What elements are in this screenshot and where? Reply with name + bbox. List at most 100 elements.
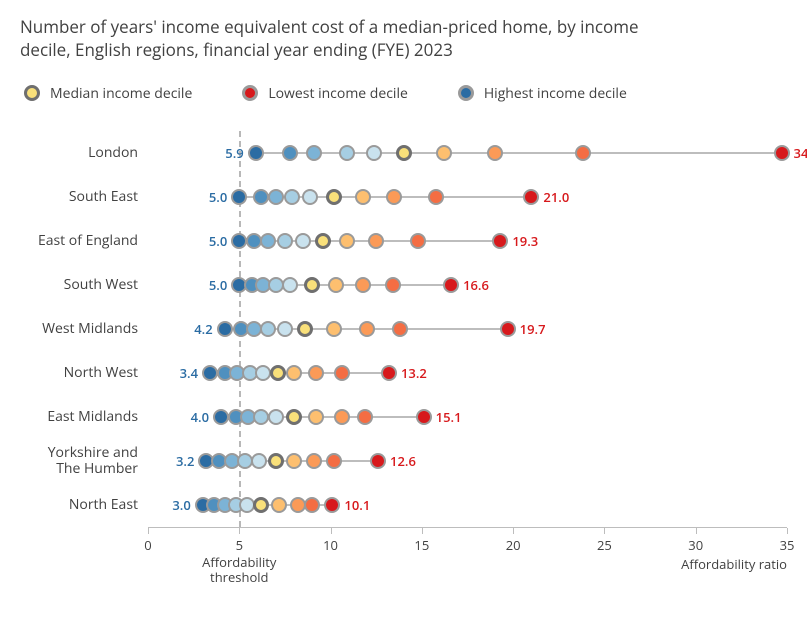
- decile-dot: [277, 233, 293, 249]
- decile-dot: [368, 233, 384, 249]
- region-row: North West 3.4 13.2: [20, 351, 787, 395]
- decile-dot: [359, 321, 375, 337]
- median-dot: [286, 409, 302, 425]
- median-dot: [268, 409, 284, 425]
- decile-dot: [355, 189, 371, 205]
- decile-dot: [268, 189, 284, 205]
- highest-dot: [248, 145, 264, 161]
- region-label: West Midlands: [20, 321, 148, 337]
- highest-value-label: 3.4: [180, 364, 198, 382]
- region-row: North East 3.0 10.1: [20, 483, 787, 527]
- decile-dot: [284, 189, 300, 205]
- region-label: Yorkshire and The Humber: [20, 445, 148, 477]
- region-label: London: [20, 145, 148, 161]
- lowest-value-label: 15.1: [436, 408, 462, 426]
- lowest-dot: [381, 365, 397, 381]
- region-row: South East5.021.0: [20, 175, 787, 219]
- lowest-dot: [416, 409, 432, 425]
- region-label: North East: [20, 497, 148, 513]
- highest-value-label: 4.0: [191, 408, 209, 426]
- lowest-value-label: 21.0: [543, 188, 569, 206]
- legend-median-label: Median income decile: [50, 84, 192, 103]
- connector-line: [256, 152, 782, 154]
- lowest-value-label: 13.2: [401, 364, 427, 382]
- legend-lowest-label: Lowest income decile: [268, 84, 408, 103]
- highest-value-label: 5.0: [209, 188, 227, 206]
- x-axis-label: Affordability ratio: [681, 557, 787, 573]
- median-dot: [366, 145, 382, 161]
- median-swatch-icon: [24, 85, 40, 101]
- legend-highest: Highest income decile: [458, 84, 627, 103]
- decile-dot: [246, 233, 262, 249]
- lowest-value-label: 16.6: [463, 276, 489, 294]
- highest-dot: [202, 365, 218, 381]
- lowest-value-label: 19.7: [520, 320, 546, 338]
- decile-dot: [328, 277, 344, 293]
- decile-dot: [355, 277, 371, 293]
- median-dot: [297, 321, 313, 337]
- median-dot: [315, 233, 331, 249]
- highest-value-label: 4.2: [194, 320, 212, 338]
- decile-dot: [392, 321, 408, 337]
- decile-dot: [357, 409, 373, 425]
- region-label: North West: [20, 365, 148, 381]
- decile-dot: [334, 409, 350, 425]
- decile-dot: [575, 145, 591, 161]
- highest-value-label: 3.2: [176, 452, 194, 470]
- median-dot: [268, 453, 284, 469]
- decile-dot: [282, 145, 298, 161]
- highest-value-label: 5.0: [209, 276, 227, 294]
- region-label: East of England: [20, 233, 148, 249]
- threshold-label: Affordabilitythreshold: [202, 555, 276, 586]
- region-row: West Midlands 4.2 19.7: [20, 307, 787, 351]
- legend-highest-label: Highest income decile: [484, 84, 627, 103]
- decile-dot: [436, 145, 452, 161]
- highest-value-label: 5.9: [225, 144, 243, 162]
- decile-dot: [326, 453, 342, 469]
- decile-dot: [304, 497, 320, 513]
- decile-dot: [339, 233, 355, 249]
- lowest-value-label: 12.6: [390, 452, 416, 470]
- lowest-value-label: 10.1: [344, 496, 370, 514]
- median-dot: [396, 145, 412, 161]
- lowest-dot: [370, 453, 386, 469]
- decile-dot: [339, 145, 355, 161]
- median-dot: [239, 497, 255, 513]
- decile-dot: [290, 497, 306, 513]
- decile-dot: [260, 233, 276, 249]
- decile-dot: [308, 365, 324, 381]
- lowest-dot: [774, 145, 790, 161]
- lowest-dot: [500, 321, 516, 337]
- median-dot: [326, 189, 342, 205]
- highest-value-label: 3.0: [172, 496, 190, 514]
- decile-dot: [428, 189, 444, 205]
- decile-dot: [286, 365, 302, 381]
- region-row: East of England 5.0 19.3: [20, 219, 787, 263]
- median-dot: [277, 321, 293, 337]
- lowest-dot: [324, 497, 340, 513]
- decile-dot: [334, 365, 350, 381]
- median-dot: [302, 189, 318, 205]
- dot-chart: London5.934.7South East5.021.0East of En…: [20, 131, 787, 591]
- decile-dot: [286, 453, 302, 469]
- region-row: South West 5.0 16.6: [20, 263, 787, 307]
- decile-dot: [306, 453, 322, 469]
- decile-dot: [253, 189, 269, 205]
- decile-dot: [410, 233, 426, 249]
- lowest-value-label: 19.3: [512, 232, 538, 250]
- highest-value-label: 5.0: [209, 232, 227, 250]
- region-row: Yorkshire and The Humber 3.2 12.6: [20, 439, 787, 483]
- median-dot: [251, 453, 267, 469]
- lowest-dot: [492, 233, 508, 249]
- decile-dot: [306, 145, 322, 161]
- decile-dot: [246, 321, 262, 337]
- region-row: East Midlands4.015.1: [20, 395, 787, 439]
- lowest-dot: [443, 277, 459, 293]
- highest-swatch-icon: [458, 85, 474, 101]
- region-label: South West: [20, 277, 148, 293]
- highest-dot: [217, 321, 233, 337]
- legend-lowest: Lowest income decile: [242, 84, 408, 103]
- highest-dot: [213, 409, 229, 425]
- decile-dot: [385, 277, 401, 293]
- legend-median: Median income decile: [24, 84, 192, 103]
